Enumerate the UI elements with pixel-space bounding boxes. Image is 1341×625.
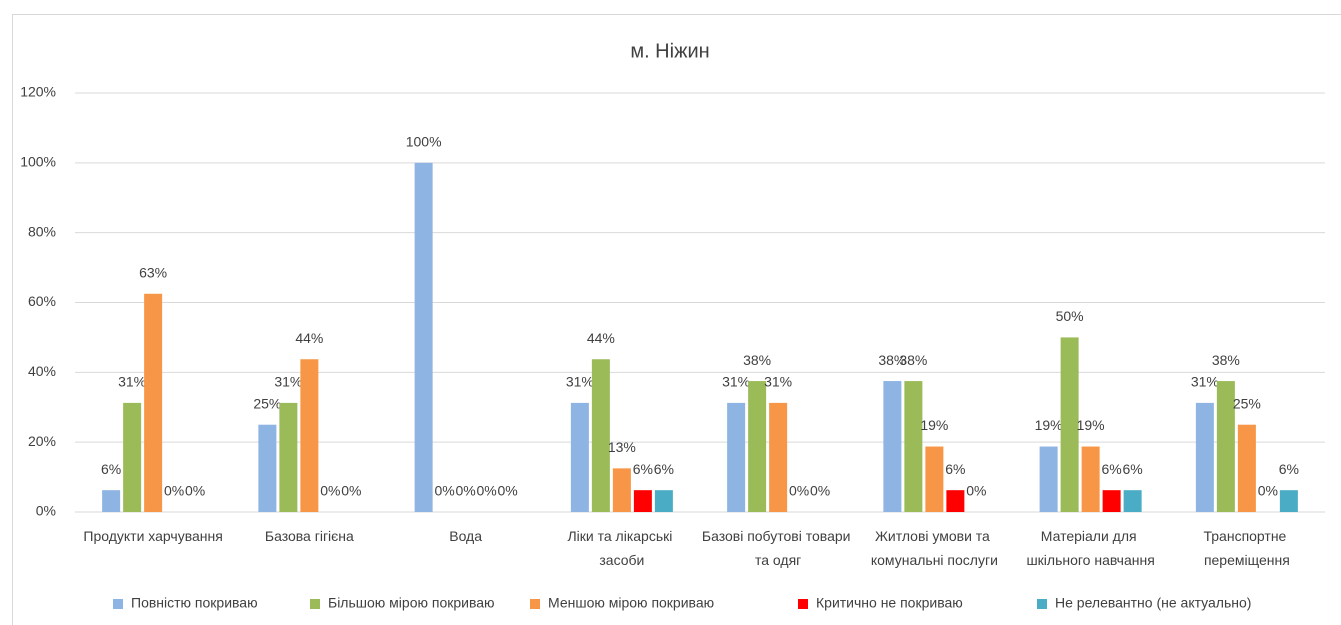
legend-label: Більшою мірою покриваю — [328, 595, 495, 611]
bar — [925, 446, 944, 512]
bar — [591, 359, 610, 512]
x-tick-label: Житлові умови та комунальні послуги — [871, 528, 998, 568]
data-label: 6% — [633, 461, 653, 477]
bar — [300, 359, 319, 512]
data-label: 38% — [878, 352, 906, 368]
legend-swatch — [798, 599, 808, 609]
data-label: 38% — [899, 352, 927, 368]
bar — [1060, 337, 1079, 512]
data-label: 31% — [118, 374, 146, 390]
data-label: 44% — [587, 330, 615, 346]
legend-swatch — [113, 599, 123, 609]
data-label: 0% — [164, 483, 184, 499]
x-tick-label: Транспортне переміщення — [1204, 528, 1291, 568]
data-label: 38% — [1212, 352, 1240, 368]
bar — [748, 381, 767, 512]
data-label: 0% — [498, 483, 518, 499]
bar — [144, 293, 163, 512]
data-label: 6% — [945, 461, 965, 477]
bar — [633, 490, 652, 512]
legend-swatch — [310, 599, 320, 609]
y-tick-label: 0% — [36, 503, 56, 519]
data-label: 31% — [566, 374, 594, 390]
y-tick-label: 40% — [28, 363, 56, 379]
bar — [123, 402, 142, 512]
bar — [1039, 446, 1058, 512]
bar — [1216, 381, 1235, 512]
data-label: 6% — [1123, 461, 1143, 477]
chart-title: м. Ніжин — [630, 40, 709, 62]
y-tick-label: 120% — [20, 84, 56, 100]
data-label: 6% — [1102, 461, 1122, 477]
x-tick-label: Базова гігієна — [265, 528, 354, 544]
legend-label: Повністю покриваю — [131, 595, 258, 611]
data-label: 0% — [185, 483, 205, 499]
data-label: 19% — [920, 417, 948, 433]
bar — [258, 424, 277, 512]
bar — [279, 402, 298, 512]
y-tick-label: 20% — [28, 433, 56, 449]
legend-swatch — [530, 599, 540, 609]
data-label: 0% — [789, 483, 809, 499]
data-label: 19% — [1077, 417, 1105, 433]
data-label: 100% — [406, 134, 442, 150]
data-label: 0% — [810, 483, 830, 499]
data-label: 0% — [477, 483, 497, 499]
data-label: 38% — [743, 352, 771, 368]
bar — [1123, 490, 1142, 512]
bar — [946, 490, 965, 512]
legend-swatch — [1037, 599, 1047, 609]
data-label: 31% — [274, 374, 302, 390]
x-tick-label: Базові побутові товари та одяг — [702, 528, 854, 568]
bar — [883, 381, 902, 512]
x-tick-label: Вода — [449, 528, 482, 544]
data-label: 0% — [456, 483, 476, 499]
data-label: 13% — [608, 439, 636, 455]
legend-label: Критично не покриваю — [816, 595, 963, 611]
bar — [414, 162, 433, 513]
data-label: 0% — [320, 483, 340, 499]
data-label: 6% — [654, 461, 674, 477]
data-label: 44% — [295, 330, 323, 346]
bar — [1081, 446, 1100, 512]
data-label: 0% — [1258, 483, 1278, 499]
bar — [1195, 402, 1214, 512]
y-tick-label: 60% — [28, 293, 56, 309]
x-tick-label: Матеріали для шкільного навчання — [1026, 528, 1154, 568]
data-label: 25% — [1233, 395, 1261, 411]
legend-label: Меншою мірою покриваю — [548, 595, 714, 611]
bar — [1102, 490, 1121, 512]
data-label: 31% — [1191, 374, 1219, 390]
data-label: 63% — [139, 264, 167, 280]
bar — [1237, 424, 1256, 512]
bar — [769, 402, 788, 512]
data-label: 0% — [435, 483, 455, 499]
data-label: 50% — [1056, 308, 1084, 324]
bar — [612, 468, 631, 512]
y-tick-label: 100% — [20, 154, 56, 170]
y-tick-label: 80% — [28, 223, 56, 239]
data-label: 0% — [341, 483, 361, 499]
bar — [727, 402, 746, 512]
bar — [654, 490, 673, 512]
bar — [904, 381, 923, 512]
bar — [570, 402, 589, 512]
bar — [1279, 490, 1298, 512]
legend-label: Не релевантно (не актуально) — [1055, 595, 1251, 611]
x-tick-label: Продукти харчування — [83, 528, 222, 544]
data-label: 31% — [764, 374, 792, 390]
data-label: 0% — [966, 483, 986, 499]
x-tick-label: Ліки та лікарські засоби — [567, 528, 676, 568]
chart-frame — [12, 14, 1341, 625]
data-label: 6% — [101, 461, 121, 477]
data-label: 19% — [1035, 417, 1063, 433]
data-label: 25% — [253, 395, 281, 411]
bar — [102, 490, 121, 512]
data-label: 6% — [1279, 461, 1299, 477]
data-label: 31% — [722, 374, 750, 390]
